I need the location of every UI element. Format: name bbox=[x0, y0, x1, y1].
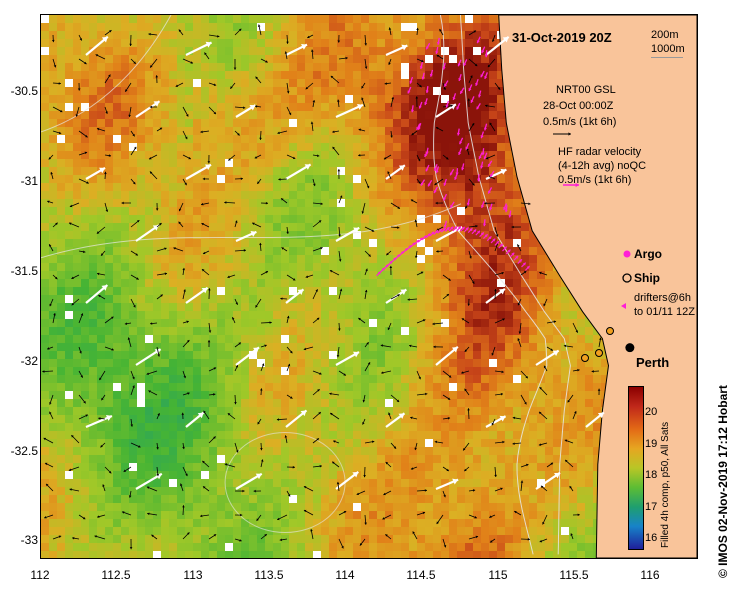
colorbar-label: Filled 4h comp, p50, All Sats bbox=[660, 421, 671, 548]
city-label: Perth bbox=[636, 355, 670, 370]
x-tick: 112 bbox=[30, 568, 50, 582]
model-scale: 0.5m/s (1kt 6h) bbox=[543, 116, 617, 128]
contour-label-1000: 1000m bbox=[651, 43, 685, 55]
ship-label: Ship bbox=[634, 271, 660, 285]
land-mass bbox=[498, 15, 697, 558]
x-tick: 113.5 bbox=[254, 568, 284, 582]
x-tick: 114.5 bbox=[406, 568, 436, 582]
colorbar-tick: 16 bbox=[645, 532, 658, 544]
sst-map bbox=[40, 14, 698, 559]
y-tick: -33 bbox=[20, 533, 38, 547]
x-tick: 115 bbox=[488, 568, 508, 582]
contour-label-200: 200m bbox=[651, 29, 679, 41]
map-title: 31-Oct-2019 20Z bbox=[512, 30, 612, 45]
drifters-label: drifters@6h bbox=[634, 292, 692, 304]
drifters-sublabel: to 01/11 12Z bbox=[634, 306, 695, 318]
model-time: 28-Oct 00:00Z bbox=[543, 100, 614, 112]
y-tick: -31.5 bbox=[10, 264, 38, 278]
colorbar-tick: 19 bbox=[645, 438, 658, 450]
credit-text: © IMOS 02-Nov-2019 17:12 Hobart bbox=[716, 385, 730, 578]
y-tick: -32 bbox=[20, 354, 38, 368]
y-tick: -30.5 bbox=[10, 84, 38, 98]
hf-radar-arrows bbox=[376, 36, 579, 277]
argo-label: Argo bbox=[634, 247, 662, 261]
colorbar bbox=[628, 386, 644, 550]
model-label: NRT00 GSL bbox=[556, 84, 616, 96]
colorbar-tick: 18 bbox=[645, 469, 658, 481]
radar-label: HF radar velocity bbox=[558, 146, 642, 158]
markers bbox=[581, 250, 635, 362]
x-tick: 114 bbox=[335, 568, 355, 582]
x-tick: 112.5 bbox=[101, 568, 131, 582]
colorbar-tick: 17 bbox=[645, 501, 658, 513]
radar-sublabel: (4-12h avg) noQC bbox=[558, 160, 647, 172]
sst-map-canvas bbox=[41, 15, 697, 558]
colorbar-tick: 20 bbox=[645, 406, 658, 418]
model-velocity-arrows bbox=[42, 24, 605, 550]
x-tick: 113 bbox=[183, 568, 203, 582]
y-tick: -32.5 bbox=[10, 444, 38, 458]
x-tick: 116 bbox=[640, 568, 660, 582]
contour-legend-line bbox=[651, 57, 683, 58]
y-tick: -31 bbox=[20, 174, 38, 188]
x-tick: 115.5 bbox=[559, 568, 589, 582]
radar-scale: 0.5m/s (1kt 6h) bbox=[558, 174, 632, 186]
